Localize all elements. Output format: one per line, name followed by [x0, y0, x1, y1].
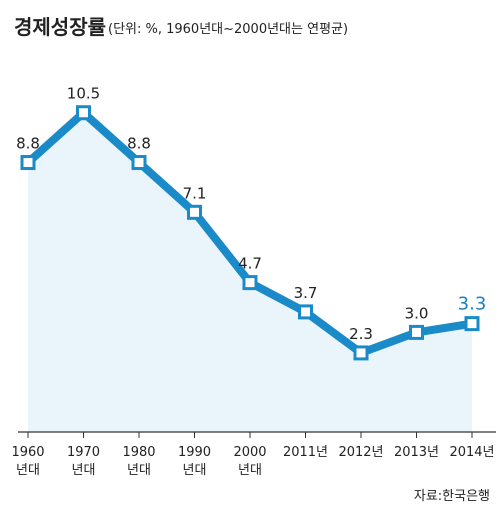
data-point	[76, 105, 91, 121]
x-tick-label: 2011년	[283, 445, 328, 460]
data-point	[464, 316, 480, 332]
x-tick-label: 1960 년대	[11, 445, 44, 478]
data-label: 4.7	[238, 255, 262, 273]
data-point	[20, 155, 36, 171]
x-tick-label: 2000 년대	[233, 445, 266, 478]
x-tick-label: 2012년	[338, 445, 383, 460]
plot-area: 8.8 10.5 8.8 7.1 4.7 3.7 2.3 3.0 3.3 1960 년대 1970 년대…	[11, 85, 496, 478]
data-point	[187, 204, 202, 220]
data-label: 7.1	[183, 184, 207, 202]
data-label: 10.5	[67, 85, 100, 103]
chart-subtitle: (단위: %, 1960년대~2000년대는 연평균)	[108, 22, 348, 37]
data-label: 3.7	[294, 284, 318, 302]
chart-title: 경제성장률	[14, 15, 106, 39]
x-tick-label: 1980 년대	[122, 445, 155, 478]
data-label: 3.0	[405, 304, 429, 322]
data-point	[409, 324, 424, 340]
x-tick-label: 1970 년대	[67, 445, 100, 478]
data-label: 8.8	[127, 135, 151, 153]
source-note: 자료:한국은행	[414, 488, 490, 504]
data-point	[242, 275, 258, 291]
area-fill	[28, 112, 472, 432]
data-point	[353, 345, 369, 361]
x-tick-label: 2014년	[449, 445, 494, 460]
data-label: 8.8	[16, 135, 40, 153]
x-tick-label: 1990 년대	[178, 445, 211, 478]
x-tick-label: 2013년	[394, 445, 439, 460]
data-point	[298, 304, 313, 320]
data-point	[131, 155, 147, 171]
data-label: 3.3	[458, 294, 487, 315]
data-label: 2.3	[349, 325, 373, 343]
